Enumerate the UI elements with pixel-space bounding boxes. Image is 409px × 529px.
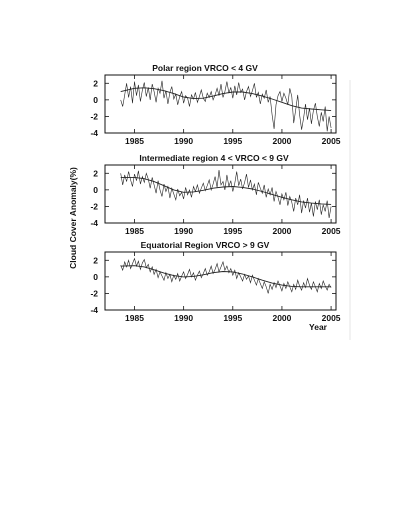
y-tick-label: 0	[93, 185, 98, 195]
y-axis-label: Cloud Cover Anomaly(%)	[68, 167, 78, 269]
x-tick-label: 2000	[272, 313, 291, 323]
x-tick-labels: 1985 1990 1995 2000 2005	[125, 226, 341, 236]
y-tick-label: -4	[90, 305, 98, 315]
chart-panel-intermediate: Intermediate region 4 < VRCO < 9 GV 2 0 …	[90, 153, 340, 236]
x-tick-label: 1985	[125, 136, 144, 146]
chart-panel-polar: Polar region VRCO < 4 GV 2 0 -2 -4 1985 …	[90, 63, 340, 146]
y-tick-labels: 2 0 -2 -4	[90, 168, 98, 228]
y-tick-label: -2	[90, 201, 98, 211]
smoothed-trend-line	[120, 265, 332, 288]
x-tick-label: 1995	[223, 313, 242, 323]
plot-frame	[104, 251, 337, 311]
smoothed-trend-line	[120, 87, 332, 112]
x-tick-label: 2005	[322, 226, 341, 236]
x-tick-label: 1995	[223, 226, 242, 236]
x-tick-label: 2000	[272, 136, 291, 146]
y-tick-label: 2	[93, 78, 98, 88]
ticks	[105, 165, 336, 224]
y-tick-labels: 2 0 -2 -4	[90, 255, 98, 315]
raw-anomaly-line	[120, 80, 332, 132]
y-tick-label: 0	[93, 95, 98, 105]
x-tick-label: 2000	[272, 226, 291, 236]
x-tick-labels: 1985 1990 1995 2000 2005	[125, 136, 341, 146]
x-tick-label: 1990	[174, 226, 193, 236]
y-tick-label: -4	[90, 218, 98, 228]
ticks	[105, 252, 336, 311]
plot-frame	[104, 164, 337, 224]
y-tick-label: -4	[90, 128, 98, 138]
plot-frame	[104, 74, 337, 134]
chart-title: Intermediate region 4 < VRCO < 9 GV	[139, 153, 289, 163]
chart-title: Equatorial Region VRCO > 9 GV	[141, 240, 270, 250]
y-tick-label: -2	[90, 288, 98, 298]
x-tick-label: 1985	[125, 313, 144, 323]
y-tick-label: 2	[93, 168, 98, 178]
x-tick-label: 1990	[174, 136, 193, 146]
y-tick-labels: 2 0 -2 -4	[90, 78, 98, 138]
x-tick-label: 1995	[223, 136, 242, 146]
raw-anomaly-line	[120, 257, 332, 294]
x-axis-label: Year	[309, 322, 328, 332]
x-tick-label: 1990	[174, 313, 193, 323]
raw-anomaly-line	[120, 169, 332, 219]
smoothed-trend-line	[120, 176, 332, 205]
y-tick-label: 2	[93, 255, 98, 265]
x-tick-labels: 1985 1990 1995 2000 2005	[125, 313, 341, 323]
chart-title: Polar region VRCO < 4 GV	[152, 63, 258, 73]
y-tick-label: 0	[93, 272, 98, 282]
x-tick-label: 1985	[125, 226, 144, 236]
x-tick-label: 2005	[322, 136, 341, 146]
ticks	[105, 75, 336, 134]
y-tick-label: -2	[90, 111, 98, 121]
chart-panel-equatorial: Equatorial Region VRCO > 9 GV 2 0 -2 -4 …	[90, 240, 340, 323]
x-tick-label: 2005	[322, 313, 341, 323]
